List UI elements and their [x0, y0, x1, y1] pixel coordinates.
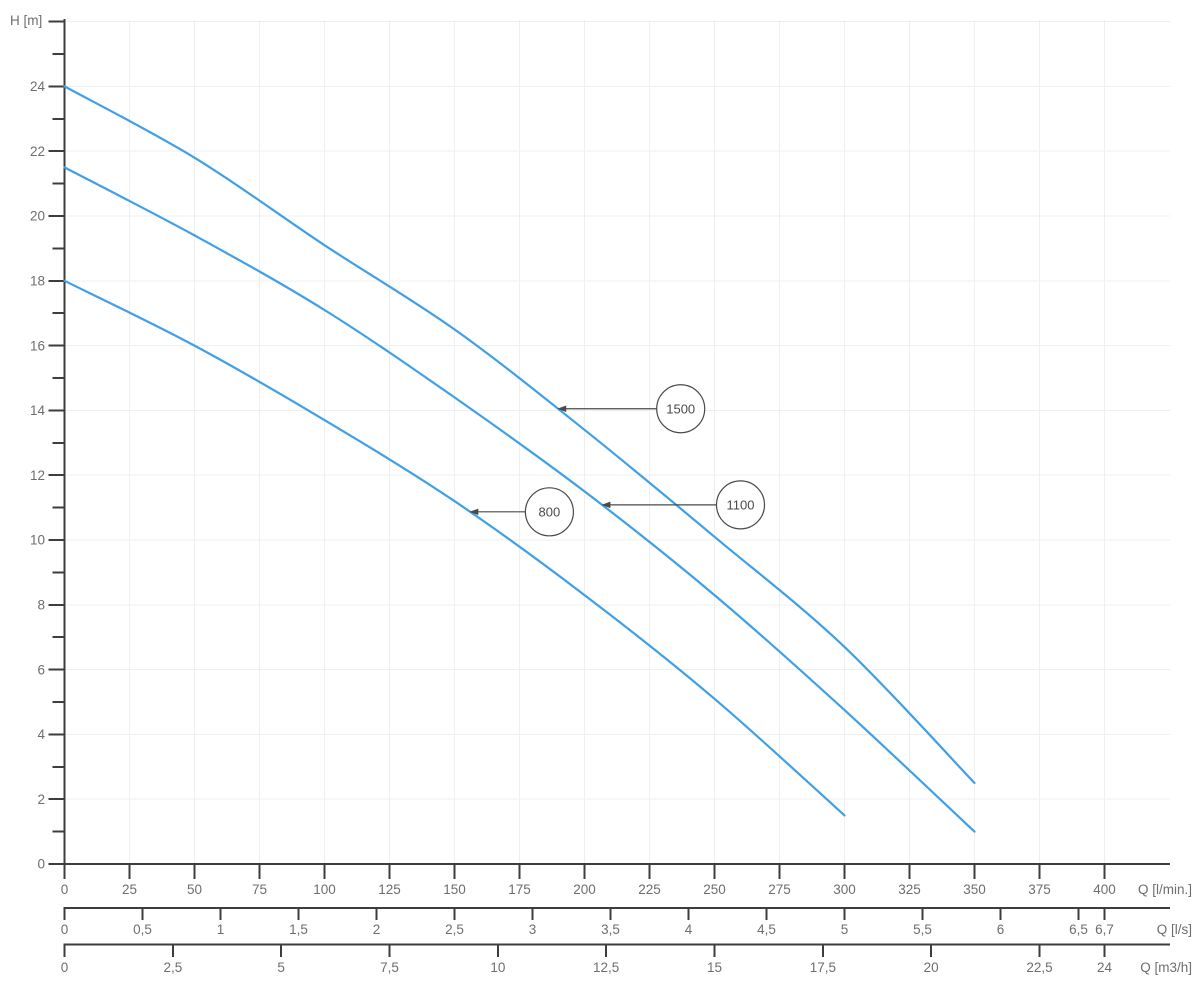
- y-axis-tick-label: 20: [30, 209, 45, 224]
- x-axis-tick-label: 175: [508, 882, 531, 897]
- curve-label-arrowhead: [601, 501, 611, 509]
- y-axis-tick-label: 14: [30, 403, 46, 418]
- x-axis-title-ls: Q [l/s]: [1157, 922, 1192, 937]
- x-axis-tick-label: 0: [61, 922, 69, 937]
- x-axis-tick-label: 6,7: [1095, 922, 1114, 937]
- x-axis-title-lmin: Q [l/min.]: [1138, 882, 1192, 897]
- x-axis-tick-label: 6: [997, 922, 1005, 937]
- y-axis-tick-label: 0: [37, 857, 45, 872]
- x-axis-tick-label: 4: [685, 922, 693, 937]
- x-axis-tick-label: 25: [122, 882, 137, 897]
- x-axis-tick-label: 22,5: [1026, 960, 1052, 975]
- x-axis-tick-label: 125: [378, 882, 401, 897]
- x-axis-tick-label: 4,5: [757, 922, 776, 937]
- x-axis-tick-label: 1,5: [289, 922, 308, 937]
- x-axis-tick-label: 350: [963, 882, 986, 897]
- x-axis-tick-label: 400: [1093, 882, 1116, 897]
- y-axis-tick-label: 12: [30, 468, 45, 483]
- y-axis-tick-label: 10: [30, 533, 45, 548]
- curve-label-text: 800: [539, 504, 561, 519]
- grid-layer: [64, 20, 1170, 863]
- y-axis-tick-label: 8: [37, 598, 45, 613]
- y-axis-tick-label: 18: [30, 274, 45, 289]
- x-axis-tick-label: 3: [529, 922, 537, 937]
- y-axis-tick-label: 24: [30, 79, 46, 94]
- y-axis-tick-label: 6: [37, 662, 45, 677]
- x-axis-tick-label: 15: [707, 960, 722, 975]
- curve-label-circle: [524, 487, 575, 537]
- x-axis-tick-label: 5: [841, 922, 849, 937]
- x-axis-tick-label: 24: [1097, 960, 1113, 975]
- x-axis-tick-label: 17,5: [810, 960, 836, 975]
- curve-label-arrowhead: [469, 508, 479, 516]
- x-axis-tick-label: 0: [61, 960, 69, 975]
- x-axis-tick-label: 300: [833, 882, 856, 897]
- y-axis-tick-label: 16: [30, 338, 45, 353]
- x-axis-tick-label: 50: [187, 882, 202, 897]
- x-axis-tick-label: 1: [217, 922, 225, 937]
- y-axis-title: H [m]: [10, 13, 42, 28]
- y-axis-tick-label: 22: [30, 144, 45, 159]
- x-axis-tick-label: 0: [61, 882, 69, 897]
- curve-label-text: 1100: [727, 497, 755, 512]
- x-axis-tick-label: 75: [252, 882, 267, 897]
- x-axis-tick-label: 325: [898, 882, 921, 897]
- x-axis-tick-label: 12,5: [593, 960, 619, 975]
- curve-label-arrowhead: [557, 405, 567, 412]
- x-axis-tick-label: 2,5: [445, 922, 464, 937]
- x-axis-tick-label: 5: [277, 960, 285, 975]
- x-axis-tick-label: 200: [573, 882, 596, 897]
- annotations-layer: 1500 1100 800: [469, 384, 766, 537]
- pump-curve-1500: [63, 85, 976, 785]
- x-axis-tick-label: 3,5: [601, 922, 620, 937]
- x-axis-tick-label: 225: [638, 882, 661, 897]
- x-axis-tick-label: 150: [443, 882, 466, 897]
- x-axis-tick-label: 10: [490, 960, 505, 975]
- curves-layer: [63, 85, 976, 833]
- pump-curve-1100: [63, 166, 976, 833]
- curve-label-circle: [656, 384, 706, 434]
- x-axis-tick-label: 375: [1028, 882, 1051, 897]
- x-axis-tick-label: 275: [768, 882, 791, 897]
- y-axis-tick-label: 2: [37, 792, 45, 807]
- x-axis-tick-label: 100: [313, 882, 336, 897]
- x-axis-tick-label: 2,5: [163, 960, 182, 975]
- x-axis-tick-label: 20: [924, 960, 939, 975]
- x-axis-tick-label: 7,5: [380, 960, 399, 975]
- curve-label-circle: [715, 480, 766, 530]
- pump-curve-800: [63, 279, 846, 817]
- x-axis-tick-label: 6,5: [1069, 922, 1088, 937]
- y-axis-tick-label: 4: [37, 727, 45, 742]
- curve-label-text: 1500: [666, 401, 695, 416]
- x-axis-tick-label: 250: [703, 882, 726, 897]
- x-axis-title-m3h: Q [m3/h]: [1140, 960, 1192, 975]
- x-axis-tick-label: 2: [373, 922, 381, 937]
- x-axis-tick-label: 0,5: [133, 922, 152, 937]
- x-axis-tick-label: 5,5: [913, 922, 932, 937]
